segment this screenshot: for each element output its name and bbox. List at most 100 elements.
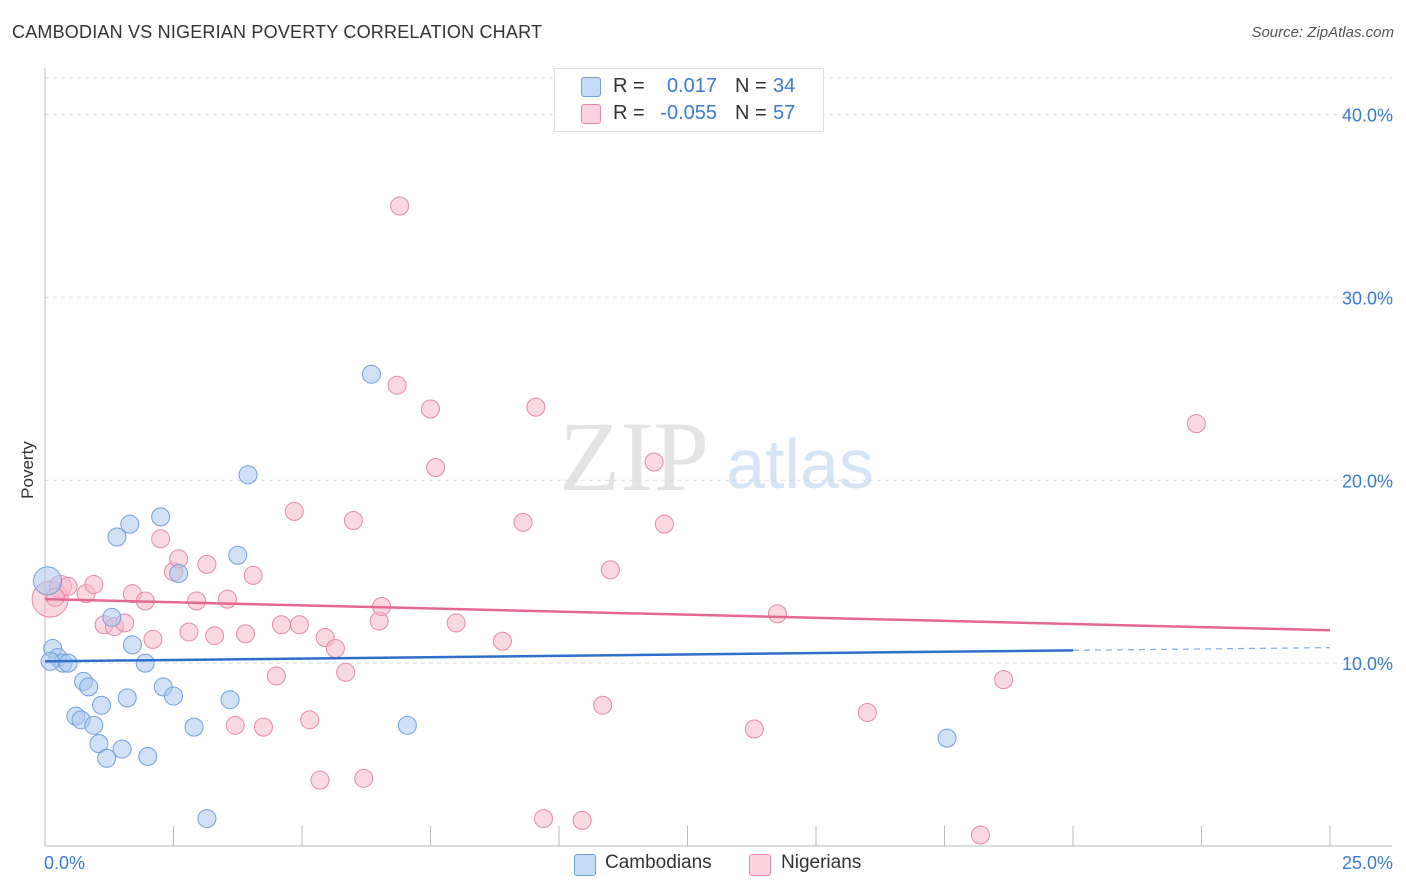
legend-n-value: 57: [773, 102, 796, 124]
watermark: ZIP atlas: [559, 401, 874, 512]
point-nigerians: [187, 591, 207, 611]
point-cambodians: [122, 635, 142, 655]
y-tick-label: 40.0%: [1342, 106, 1393, 126]
legend-swatch-cambodians: [581, 77, 601, 97]
tick-labels: 10.0% 20.0% 30.0% 40.0% 0.0% 25.0%: [44, 106, 1393, 873]
point-cambodians: [58, 653, 78, 673]
x-tick-label: 0.0%: [44, 853, 85, 873]
point-nigerians: [266, 666, 286, 686]
point-cambodians: [138, 746, 158, 766]
series-legend: Cambodians Nigerians: [0, 852, 1406, 878]
y-axis-label: Poverty: [18, 441, 37, 499]
point-nigerians: [534, 809, 554, 829]
point-nigerians: [644, 452, 664, 472]
point-nigerians: [243, 565, 263, 585]
point-nigerians: [767, 604, 787, 624]
legend-row-nigerians: R = -0.055 N = 57: [555, 100, 823, 128]
legend-swatch-cambodians: [574, 854, 596, 876]
legend-r-label: R =: [613, 75, 645, 97]
point-nigerians: [325, 639, 345, 659]
point-cambodians: [184, 717, 204, 737]
point-nigerians: [205, 626, 225, 646]
chart-source: Source: ZipAtlas.com: [1251, 24, 1394, 41]
point-nigerians: [970, 825, 990, 845]
point-nigerians: [289, 615, 309, 635]
legend-r-value: -0.055: [660, 102, 717, 124]
trend-nigerians: [44, 597, 1331, 632]
point-nigerians: [857, 703, 877, 723]
point-cambodians: [107, 527, 127, 547]
point-nigerians: [1186, 414, 1206, 434]
y-tick-label: 10.0%: [1342, 654, 1393, 674]
point-nigerians: [143, 629, 163, 649]
point-nigerians: [446, 613, 466, 633]
point-nigerians: [994, 670, 1014, 690]
legend-swatch-nigerians: [581, 104, 601, 124]
point-nigerians: [426, 457, 446, 477]
point-nigerians: [572, 810, 592, 830]
trend-lines: [44, 597, 1331, 663]
point-cambodians: [79, 677, 99, 697]
point-cambodians: [92, 695, 112, 715]
point-nigerians: [654, 514, 674, 534]
legend-r-label: R =: [613, 102, 645, 124]
point-cambodians: [197, 809, 217, 829]
legend-n-label: N =: [735, 75, 767, 97]
point-nigerians: [387, 375, 407, 395]
point-cambodians: [238, 465, 258, 485]
point-cambodians: [164, 686, 183, 706]
y-tick-label: 20.0%: [1342, 471, 1393, 491]
point-nigerians: [310, 770, 330, 790]
legend-label-nigerians: Nigerians: [781, 852, 862, 873]
legend-swatch-nigerians: [749, 854, 771, 876]
chart-title: CAMBODIAN VS NIGERIAN POVERTY CORRELATIO…: [12, 22, 543, 42]
point-cambodians: [228, 545, 248, 565]
point-cambodians: [220, 690, 240, 710]
point-cambodians: [102, 607, 122, 627]
data-points: [31, 196, 1206, 845]
point-cambodians: [89, 734, 109, 754]
point-nigerians: [84, 575, 104, 595]
trend-extension-cambodians: [1072, 647, 1331, 651]
point-cambodians: [112, 739, 132, 759]
point-nigerians: [492, 631, 512, 651]
point-cambodians: [84, 715, 104, 735]
point-nigerians: [179, 622, 199, 642]
y-tick-label: 30.0%: [1342, 288, 1393, 308]
point-nigerians: [513, 512, 533, 532]
point-nigerians: [300, 710, 320, 730]
legend-label-cambodians: Cambodians: [605, 852, 712, 873]
point-nigerians: [284, 501, 304, 521]
point-cambodians: [97, 748, 117, 768]
point-nigerians: [217, 589, 237, 609]
correlation-legend: R = 0.017 N = 34 R = -0.055 N = 57: [554, 68, 824, 132]
point-cambodians: [151, 507, 171, 527]
trend-cambodians: [44, 649, 1074, 663]
point-nigerians: [271, 615, 291, 635]
point-nigerians: [235, 624, 255, 644]
point-cambodians: [117, 688, 137, 708]
watermark-atlas: atlas: [726, 425, 874, 503]
legend-n-label: N =: [735, 102, 767, 124]
point-nigerians: [354, 768, 374, 788]
axes: [44, 68, 1392, 847]
point-nigerians: [421, 399, 440, 419]
point-nigerians: [343, 511, 363, 531]
point-cambodians: [361, 364, 381, 384]
point-nigerians: [600, 560, 620, 580]
point-nigerians: [744, 719, 764, 739]
point-nigerians: [593, 695, 613, 715]
legend-n-value: 34: [773, 75, 796, 97]
point-cambodians: [397, 715, 417, 735]
point-nigerians: [151, 529, 171, 549]
point-cambodians: [937, 728, 957, 748]
point-nigerians: [253, 717, 273, 737]
legend-row-cambodians: R = 0.017 N = 34: [555, 73, 823, 101]
x-tick-label: 25.0%: [1342, 853, 1393, 873]
point-nigerians: [526, 397, 546, 417]
point-cambodians: [169, 564, 189, 584]
watermark-zip: ZIP: [559, 401, 709, 512]
point-nigerians: [197, 554, 217, 574]
point-nigerians: [390, 196, 410, 216]
